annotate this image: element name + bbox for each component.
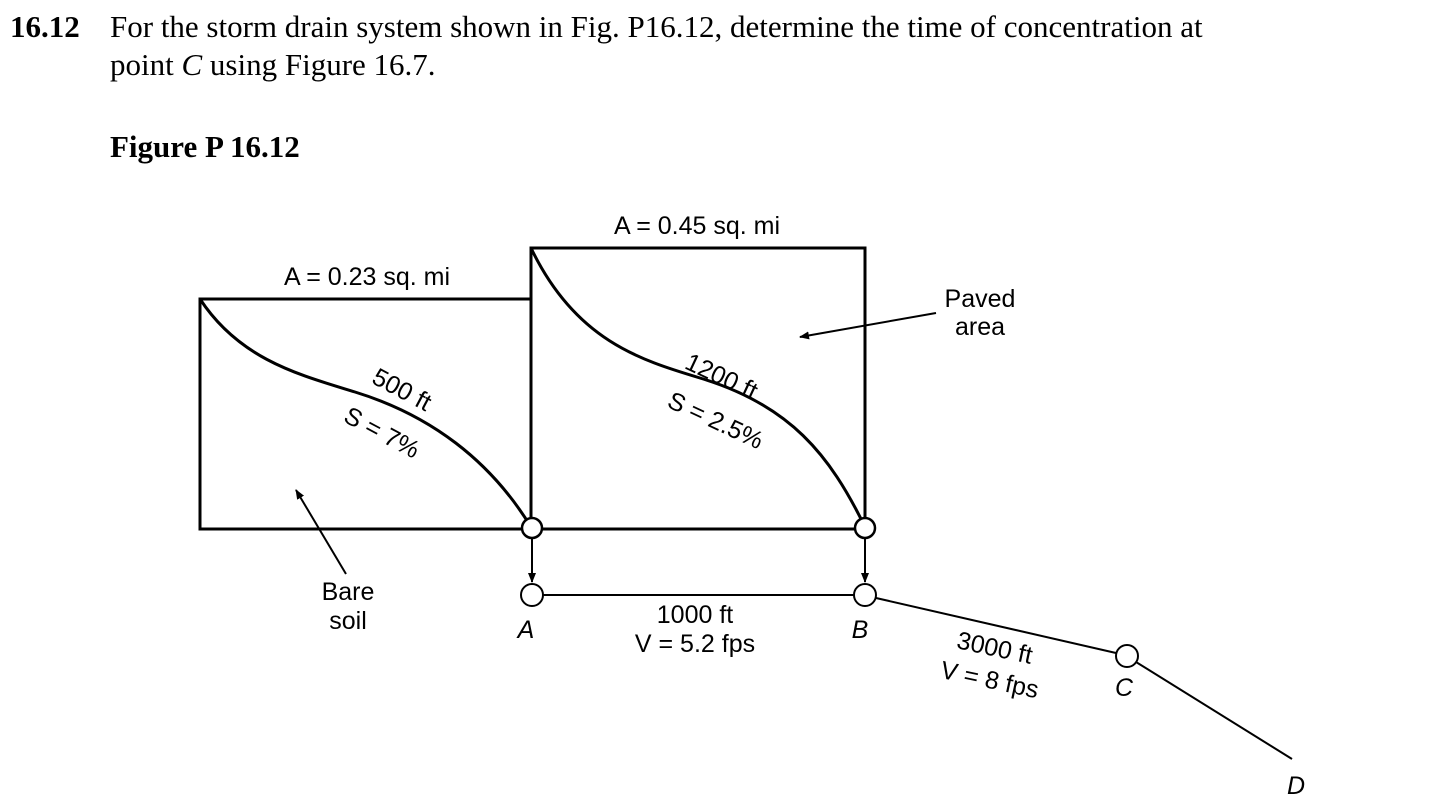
node-c (1115, 644, 1139, 668)
right-flow-path (529, 247, 867, 528)
pipe-cd (1135, 661, 1293, 760)
node-c-label: C (1115, 674, 1134, 702)
pipe-ab-length: 1000 ft (657, 601, 734, 629)
problem-text-line1: For the storm drain system shown in Fig.… (110, 9, 1203, 44)
problem-text: For the storm drain system shown in Fig.… (110, 8, 1400, 84)
bare-soil-label-line1: Bare (322, 578, 375, 606)
paved-area-label-line1: Paved (945, 285, 1016, 313)
left-flow-path (198, 298, 533, 528)
pipe-bc (875, 597, 1117, 654)
problem-text-point: C (181, 47, 203, 82)
problem-text-line2-post: using Figure 16.7. (202, 47, 436, 82)
node-a-label: A (516, 616, 535, 644)
node-b (853, 583, 877, 607)
right-area-label: A = 0.45 sq. mi (614, 212, 780, 240)
bare-soil-pointer (295, 489, 347, 575)
inlet-a-node (520, 516, 544, 540)
node-a (520, 583, 544, 607)
node-b-label: B (852, 616, 869, 644)
paved-area-label-line2: area (955, 313, 1005, 341)
pipe-ab-velocity: V = 5.2 fps (635, 630, 755, 658)
bare-soil-label-line2: soil (329, 607, 367, 635)
paved-area-pointer (799, 312, 937, 340)
problem-number: 16.12 (10, 9, 80, 44)
figure-title: Figure P 16.12 (110, 129, 300, 164)
inlet-b-node (853, 516, 877, 540)
problem-text-line2-pre: point (110, 47, 182, 82)
left-area-label: A = 0.23 sq. mi (284, 263, 450, 291)
right-subcatchment (529, 246, 867, 531)
node-d-label: D (1287, 772, 1305, 800)
